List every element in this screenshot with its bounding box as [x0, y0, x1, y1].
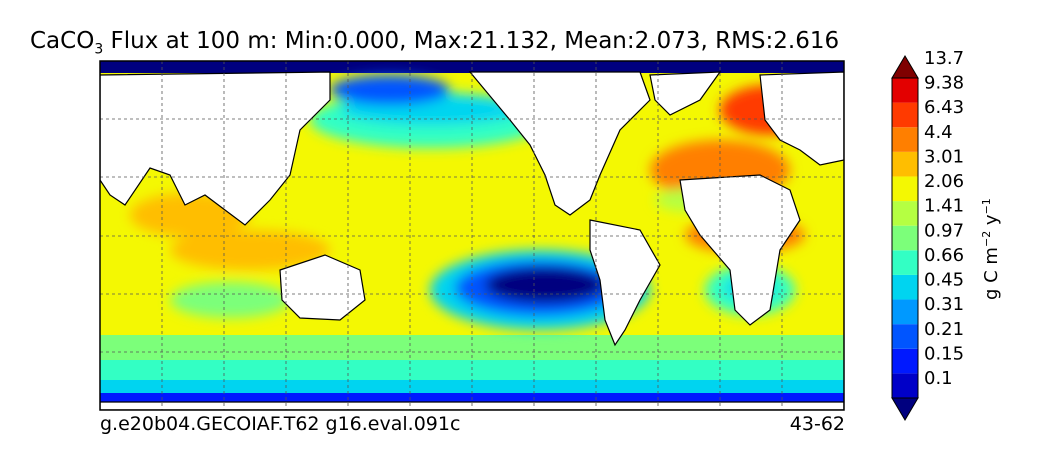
colorbar-tick-label: 2.06: [924, 171, 964, 192]
case-name: g.e20b04.GECOIAF.T62 g16.eval.091c: [100, 413, 461, 435]
colorbar-tick-label: 0.1: [924, 368, 953, 389]
colorbar-tick-label: 6.43: [924, 97, 964, 118]
colorbar-tick-label: 9.38: [924, 73, 964, 94]
land-north-america: [468, 71, 651, 216]
land-south-america: [589, 219, 661, 347]
colorbar-segment: [892, 127, 918, 152]
colorbar-segment: [892, 225, 918, 251]
year-range: 43-62: [789, 413, 845, 435]
indian-ocean-gyre: [170, 282, 290, 318]
colorbar-extend-max: [891, 55, 919, 79]
colorbar-segment: [892, 324, 918, 349]
map-frame: [99, 60, 845, 411]
graticule: [100, 61, 844, 410]
colorbar-segment: [892, 274, 918, 300]
colorbar-segment: [892, 250, 918, 275]
land-eurasia: [100, 71, 331, 226]
colorbar-tick-label: 0.66: [924, 245, 964, 266]
chart-title: CaCO3 Flux at 100 m: Min:0.000, Max:21.1…: [30, 28, 840, 58]
colorbar-segment: [892, 373, 918, 398]
colorbar-segment: [892, 176, 918, 202]
land-greenland: [649, 71, 722, 116]
colorbar-tick-label: 1.41: [924, 196, 964, 217]
colorbar-frame: [891, 77, 919, 399]
colorbar-segment: [892, 299, 918, 325]
colorbar-tick-label: 4.4: [924, 122, 953, 143]
colorbar-extend-min: [891, 397, 919, 421]
colorbar-segment: [892, 78, 918, 103]
colorbar-segment: [892, 102, 918, 128]
colorbar-tick-label: 0.31: [924, 294, 964, 315]
colorbar-tick-label: 0.97: [924, 220, 964, 241]
land-australia: [279, 254, 366, 321]
colorbar-units: g C m−2 y−1: [980, 198, 1002, 300]
colorbar-tick-label: 0.45: [924, 270, 964, 291]
land-europe: [759, 71, 844, 166]
land-africa: [679, 174, 801, 326]
colorbar-segment: [892, 201, 918, 226]
colorbar-tick-label: 13.7: [924, 48, 964, 69]
colorbar-tick-label: 0.15: [924, 343, 964, 364]
colorbar-tick-label: 3.01: [924, 146, 964, 167]
pacific-warm-pool: [170, 230, 330, 270]
bering-low: [330, 75, 450, 105]
colorbar-segment: [892, 348, 918, 374]
colorbar-segment: [892, 151, 918, 177]
colorbar-tick-label: 0.21: [924, 319, 964, 340]
